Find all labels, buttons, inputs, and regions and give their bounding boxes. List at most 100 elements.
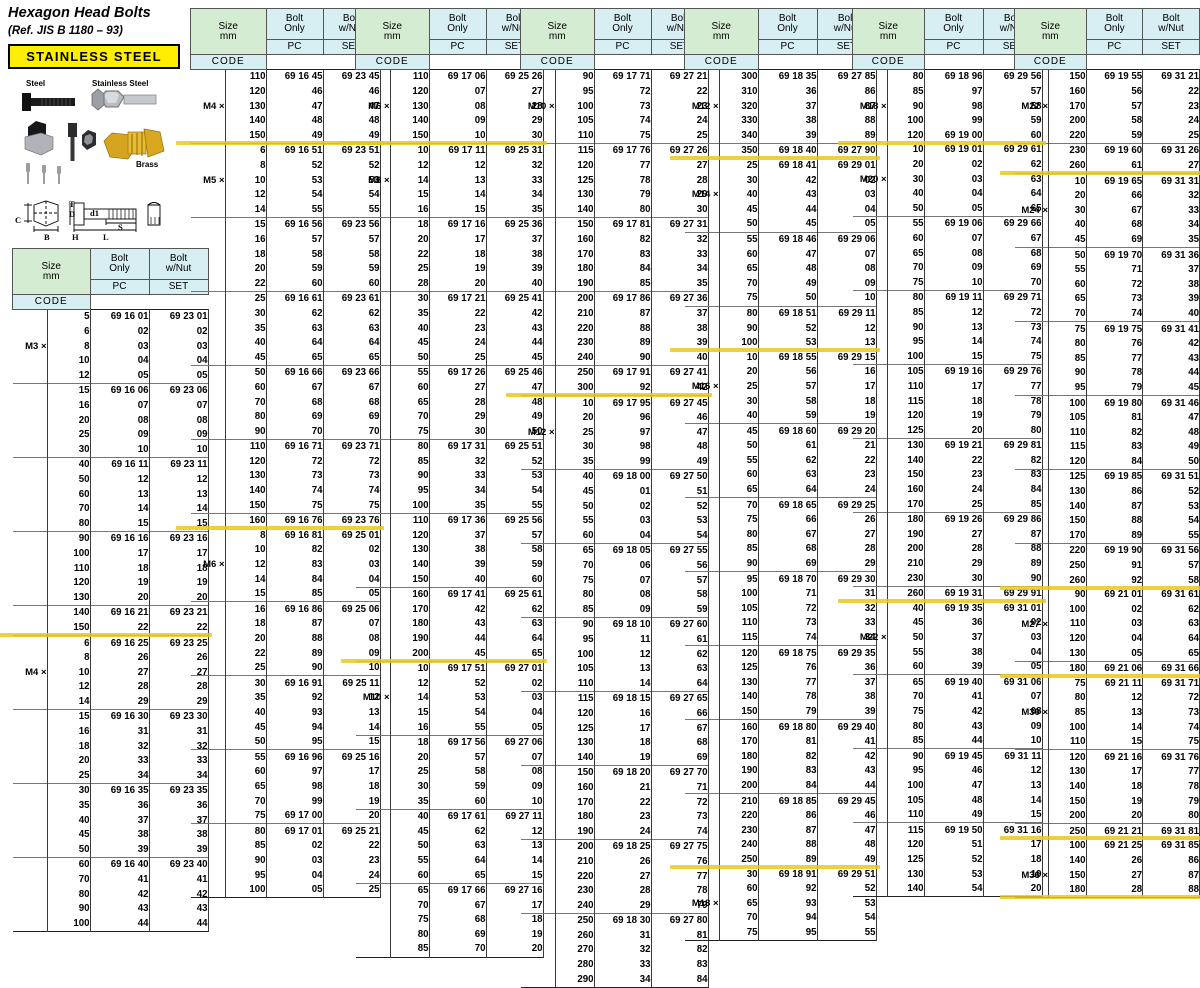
length-cell: 250 [554, 912, 594, 929]
bolt-with-nut-code-cell: 48 [1142, 425, 1200, 440]
metric-size-label [13, 442, 48, 457]
length-cell: 250 [1048, 558, 1087, 574]
metric-size-label [1015, 646, 1049, 661]
bolt-only-code-cell: 73 [1085, 291, 1143, 307]
metric-size-label [685, 468, 720, 483]
metric-size-label [12, 530, 47, 547]
length-cell: 45 [718, 423, 758, 439]
bolt-with-nut-code-cell: 12 [816, 321, 877, 336]
bolt-only-code-cell: 74 [593, 113, 651, 129]
bolt-only-code-cell: 46 [265, 84, 323, 100]
length-cell: 80 [718, 527, 758, 542]
metric-size-label [521, 70, 556, 85]
metric-size-label [852, 674, 887, 690]
table-row: 130 38 58 [356, 543, 544, 558]
bolt-only-code-cell: 36 [89, 798, 149, 814]
bolt-only-code-cell: 59 [1085, 128, 1143, 144]
bolt-only-code-cell: 67 [265, 380, 323, 396]
bolt-with-nut-code-cell: 45 [485, 350, 544, 366]
bolt-with-nut-code-cell: 09 [148, 427, 209, 443]
bolt-only-code-cell: 39 [89, 842, 149, 858]
table-row: 90 69 16 16 69 23 16 [12, 530, 209, 547]
table-row: 90 03 23 [191, 853, 381, 869]
metric-size-label [1015, 499, 1049, 514]
length-cell: 260 [1048, 573, 1087, 588]
bolt-with-nut-code-cell: 35 [1142, 232, 1200, 248]
length-cell: 45 [554, 484, 594, 500]
length-cell: 200 [554, 290, 594, 307]
header-code: CODE [684, 54, 759, 70]
bolt-with-nut-code-cell: 08 [982, 704, 1043, 720]
bolt-only-code-cell: 69 17 00 [265, 808, 323, 824]
metric-size-label [521, 898, 556, 913]
table-row: 120 51 17 [853, 837, 1043, 853]
bolt-only-code-cell: 29 [89, 694, 149, 710]
bolt-with-nut-code-cell: 77 [982, 379, 1043, 395]
bolt-only-code-cell: 97 [265, 764, 323, 780]
bolt-only-code-cell: 39 [757, 128, 817, 144]
table-row: 110 69 16 45 69 23 45 [190, 69, 381, 85]
length-cell: 50 [224, 364, 266, 381]
bolt-only-code-cell: 69 19 26 [923, 511, 983, 528]
metric-size-label [853, 764, 888, 779]
length-cell: 12 [46, 679, 90, 695]
table-row: 130 73 73 [191, 469, 381, 484]
bolt-only-code-cell: 69 17 91 [593, 364, 651, 381]
length-cell: 55 [886, 645, 924, 660]
bolt-only-code-cell: 53 [265, 173, 323, 188]
bolt-only-code-cell: 73 [757, 615, 817, 631]
table-row: 70 06 56 [521, 558, 709, 574]
bolt-with-nut-code-cell: 68 [650, 735, 709, 751]
bolt-with-nut-code-cell: 69 25 01 [322, 528, 381, 543]
bolt-only-code-cell: 69 18 05 [593, 542, 651, 559]
metric-size-label [521, 247, 556, 262]
length-cell: 230 [1048, 142, 1087, 159]
bolt-only-code-cell: 62 [757, 453, 817, 469]
length-cell: 150 [224, 498, 266, 514]
length-cell: 130 [886, 437, 924, 454]
metric-size-label: M22 × [859, 632, 887, 644]
header-size: Size mm [190, 8, 267, 55]
metric-size-label [13, 916, 48, 931]
bolt-with-nut-code-cell: 24 [650, 113, 709, 129]
bolt-with-nut-code-cell: 04 [148, 353, 209, 369]
highlighter-mark [341, 659, 547, 663]
length-cell: 100 [718, 586, 758, 602]
length-cell: 40 [886, 186, 924, 202]
length-cell: 12 [224, 187, 266, 203]
length-cell: 220 [554, 869, 594, 884]
table-row: 130 79 29 [521, 187, 709, 203]
bolt-with-nut-code-cell: 69 29 06 [816, 231, 877, 248]
table-row: 140 87 53 [1015, 499, 1200, 514]
length-cell: 90 [224, 853, 266, 869]
length-cell: 140 [389, 557, 429, 573]
bolt-with-nut-code-cell: 59 [485, 557, 544, 573]
table-row: 90 69 17 71 69 27 21 [520, 69, 709, 85]
table-row: 85 32 52 [356, 454, 544, 470]
table-row: 10 82 02 [191, 543, 381, 558]
bolt-with-nut-code-cell: 46 [322, 84, 381, 100]
metric-size-label [356, 321, 391, 336]
bolt-with-nut-code-cell: 69 29 81 [982, 437, 1043, 454]
bolt-only-code-cell: 99 [265, 794, 323, 809]
bolt-only-code-cell: 69 19 45 [923, 748, 983, 764]
metric-size-label [356, 543, 391, 558]
bolt-with-nut-code-cell: 75 [1142, 734, 1200, 750]
metric-size-label [853, 793, 888, 808]
bolt-only-code-cell: 69 18 51 [757, 305, 817, 322]
metric-size-label [1015, 794, 1049, 809]
length-cell: 160 [224, 512, 266, 529]
length-cell: 140 [554, 750, 594, 766]
bolt-with-nut-code-cell: 14 [982, 793, 1043, 808]
table-row: M6 × 130 08 28 [356, 99, 544, 114]
bolt-only-code-cell: 27 [593, 869, 651, 884]
length-cell: 40 [1048, 217, 1087, 233]
header-size: Size mm [1014, 8, 1087, 55]
bolt-with-nut-code-cell: 39 [485, 261, 544, 277]
bolt-only-code-cell: 13 [923, 320, 983, 335]
bolt-only-code-cell: 52 [428, 676, 486, 691]
bolt-with-nut-code-cell: 14 [485, 853, 544, 869]
header-pc: PC [923, 39, 984, 55]
metric-size-label [356, 942, 391, 957]
length-cell: 45 [886, 615, 924, 631]
